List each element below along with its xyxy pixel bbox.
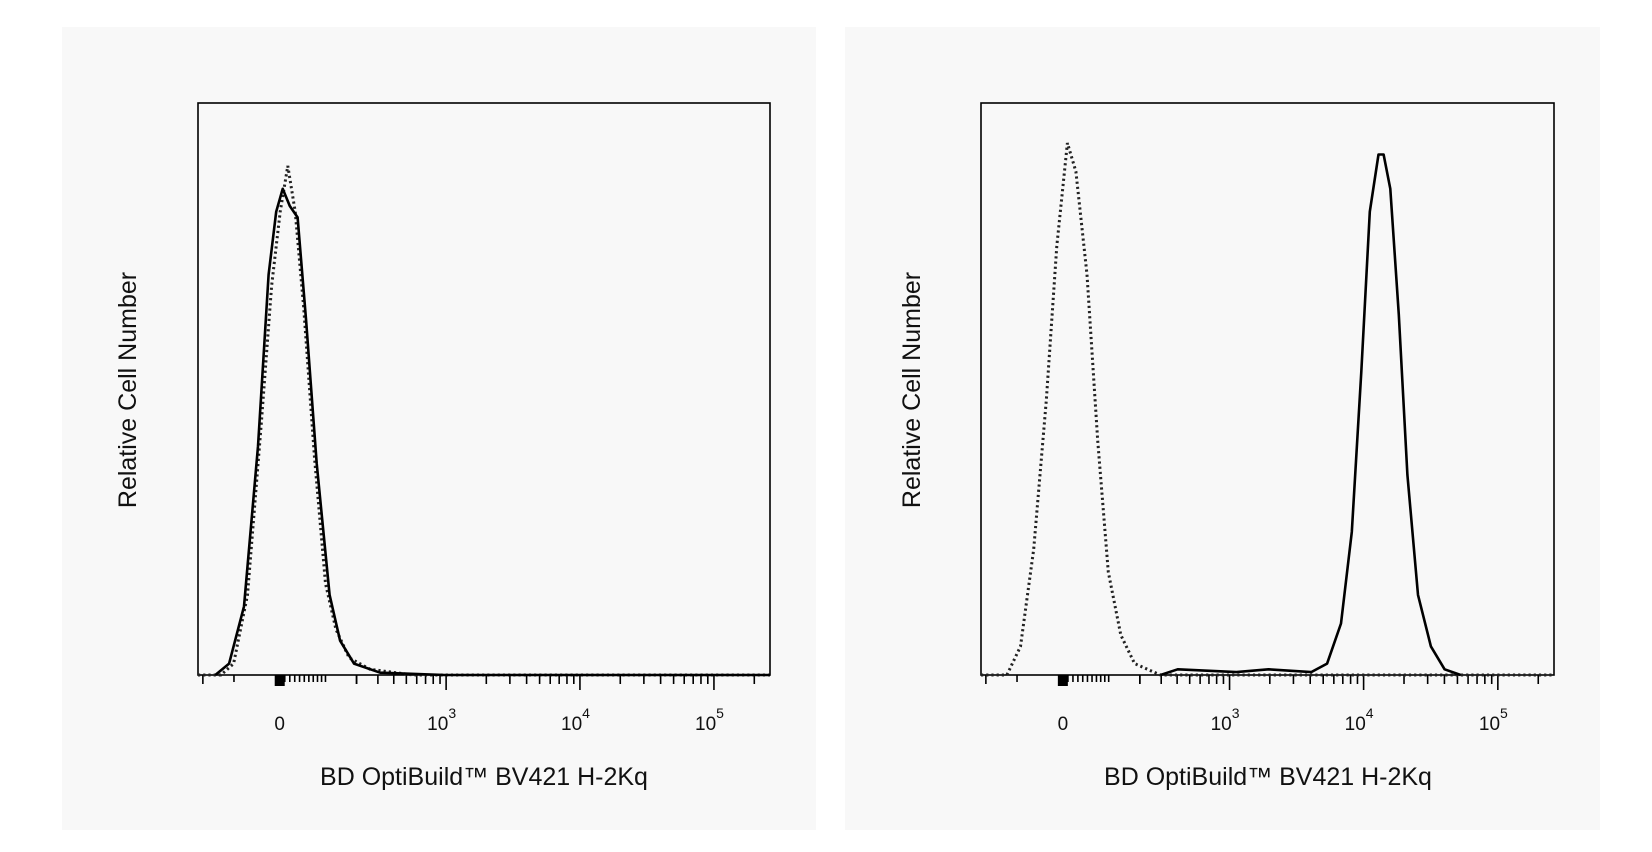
histogram-series-solid [214,187,770,677]
x-axis-title: BD OptiBuild™ BV421 H-2Kq [320,763,648,791]
histogram-series-dotted [981,142,1554,677]
x-tick-label: 103 [427,705,456,735]
x-tick-zero-mark [274,675,285,686]
x-axis-title: BD OptiBuild™ BV421 H-2Kq [1104,763,1432,791]
x-tick-label: 104 [1345,705,1374,735]
histogram-panel-left: Relative Cell Number BD OptiBuild™ BV421… [62,27,816,830]
x-tick-label: 103 [1211,705,1240,735]
x-tick-label: 0 [1058,714,1069,735]
plot-frame [980,102,1555,676]
histogram-series-dotted [198,165,770,677]
x-tick-label: 0 [274,714,285,735]
panel-background [845,27,1600,830]
x-tick-label: 105 [695,705,724,735]
histogram-series-solid [1160,153,1462,677]
x-tick-label: 104 [561,705,590,735]
x-tick-zero-mark [1057,675,1068,686]
x-tick-label: 105 [1479,705,1508,735]
y-axis-title: Relative Cell Number [114,272,142,508]
y-axis-title: Relative Cell Number [898,272,926,508]
histogram-panel-right: Relative Cell Number BD OptiBuild™ BV421… [845,27,1600,830]
panel-background [62,27,816,830]
